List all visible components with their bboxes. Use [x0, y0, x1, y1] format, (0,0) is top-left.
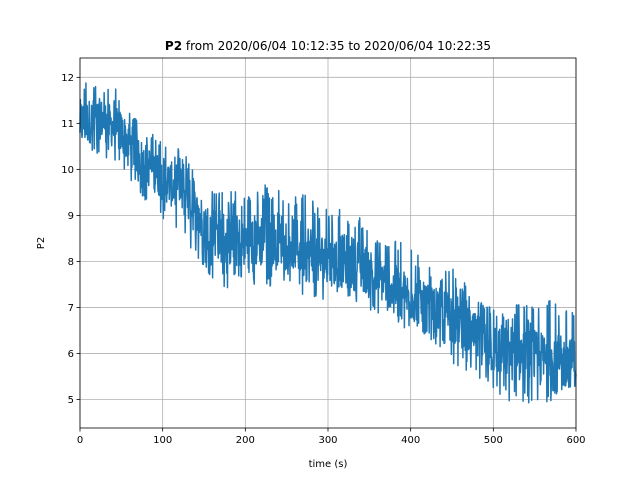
y-tick-label: 11: [61, 119, 74, 130]
chart-title: P2 from 2020/06/04 10:12:35 to 2020/06/0…: [165, 39, 491, 53]
chart-title-rest: from 2020/06/04 10:12:35 to 2020/06/04 1…: [182, 39, 491, 53]
y-tick-label: 7: [68, 303, 74, 314]
x-axis-label: time (s): [309, 459, 348, 470]
x-tick-label: 600: [566, 435, 585, 446]
x-tick-label: 400: [401, 435, 420, 446]
x-tick-label: 100: [153, 435, 172, 446]
series-line: [79, 82, 577, 404]
x-tick-label: 500: [484, 435, 503, 446]
y-tick-label: 5: [68, 395, 74, 406]
axis-ticks: 0 100 200 300 400 500 600 5 6 7 8 9 10 11 12: [61, 73, 585, 446]
x-tick-label: 300: [318, 435, 337, 446]
y-axis-label: P2: [36, 237, 47, 249]
y-tick-label: 12: [61, 73, 74, 84]
chart-title-bold: P2: [165, 39, 182, 53]
series-line-p2: [79, 82, 577, 404]
x-tick-label: 0: [77, 435, 83, 446]
y-tick-label: 8: [68, 257, 74, 268]
y-tick-label: 9: [68, 211, 74, 222]
x-tick-label: 200: [236, 435, 255, 446]
y-tick-label: 10: [61, 165, 74, 176]
y-tick-label: 6: [68, 349, 74, 360]
